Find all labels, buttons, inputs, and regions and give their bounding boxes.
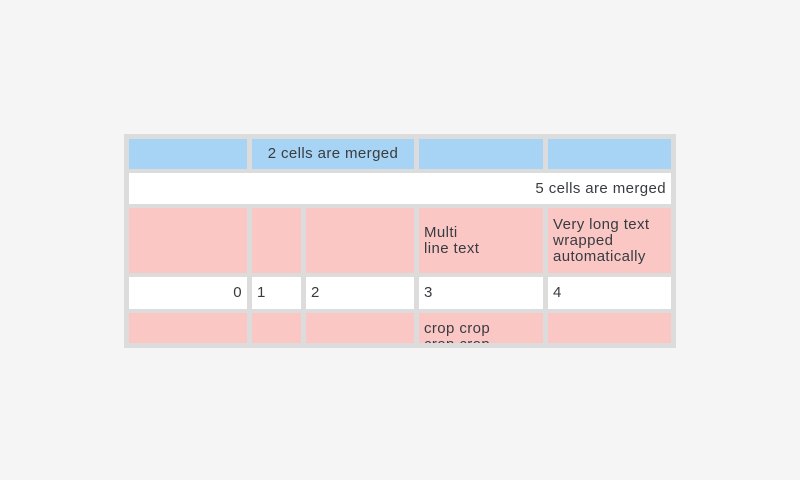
table-widget: 2 cells are merged 5 cells are merged Mu…	[124, 134, 676, 348]
table-row-numbers: 0 1 2 3 4	[129, 277, 671, 309]
table-cell-merged-2[interactable]: 2 cells are merged	[252, 139, 414, 169]
table-cell[interactable]	[548, 313, 671, 343]
table-row-header: 2 cells are merged	[129, 139, 671, 169]
table-cell-merged-5[interactable]: 5 cells are merged	[129, 173, 671, 204]
table-cell-number[interactable]: 2	[306, 277, 414, 309]
table-cell-number[interactable]: 0	[129, 277, 247, 309]
table-cell[interactable]	[252, 208, 301, 273]
table-row-merged-5: 5 cells are merged	[129, 173, 671, 204]
table-cell-number[interactable]: 3	[419, 277, 543, 309]
table-cell-number[interactable]: 1	[252, 277, 301, 309]
table-clip-area: 2 cells are merged 5 cells are merged Mu…	[129, 139, 671, 343]
table-row-cropped: crop crop crop crop	[129, 313, 671, 343]
table-cell-wrapped[interactable]: Very long text wrapped automatically	[548, 208, 671, 273]
table-cell[interactable]	[419, 139, 543, 169]
table-cell[interactable]	[129, 139, 247, 169]
table-cell[interactable]	[306, 208, 414, 273]
table-row-pink: Multi line text Very long text wrapped a…	[129, 208, 671, 273]
table-cell-multiline[interactable]: Multi line text	[419, 208, 543, 273]
table-cell[interactable]	[129, 313, 247, 343]
table-cell[interactable]	[252, 313, 301, 343]
table-cell[interactable]	[129, 208, 247, 273]
table-cell-cropped-text[interactable]: crop crop crop crop	[419, 313, 543, 343]
table-cell-number[interactable]: 4	[548, 277, 671, 309]
table-cell[interactable]	[306, 313, 414, 343]
table-cell[interactable]	[548, 139, 671, 169]
